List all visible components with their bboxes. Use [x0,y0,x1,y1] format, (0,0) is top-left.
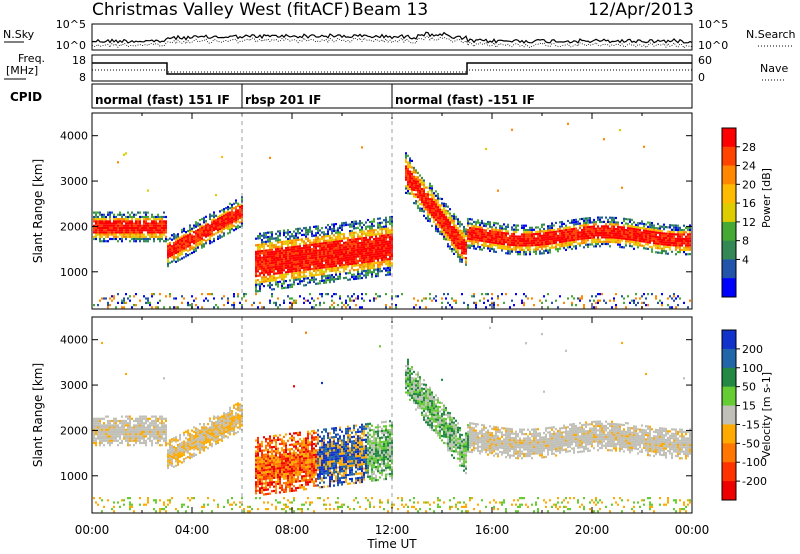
noise-frame [91,23,693,51]
freq-right-tick-low: 0 [698,71,705,84]
freq-panel: Freq. [MHz] 18 8 60 0 Nave [4,52,788,84]
colorbar-tick-label: 28 [742,141,756,154]
colorbar-swatch [722,221,736,242]
colorbar-tick-label: 200 [742,343,763,356]
velocity-data [93,326,691,513]
velocity-frame [91,316,693,514]
colorbar-tick-label: -200 [742,475,767,488]
freq-left-tick-high: 18 [72,54,86,67]
colorbar-swatch [722,462,736,482]
y-tick-label: 3000 [60,175,88,188]
colorbar-swatch [722,348,736,369]
y-tick-label: 4000 [60,334,88,347]
y-tick-label: 4000 [60,130,88,143]
freq-right-label: Nave [760,62,788,75]
colorbar-tick-label: -50 [742,437,760,450]
colorbar-swatch [722,386,736,407]
y-tick-label: 1000 [60,266,88,279]
noise-left-tick-high: 10^5 [56,18,86,31]
freq-frame [91,54,693,82]
velocity-colorbar-label: Velocity [m s-1] [760,372,773,458]
freq-line [92,62,692,75]
colorbar-swatch [722,184,736,204]
colorbar-swatch [722,443,736,463]
colorbar-tick-label: 4 [742,253,749,266]
x-tick-label: 04:00 [175,523,210,537]
noise-right-tick-low: 10^0 [698,39,728,52]
noise-right-tick-high: 10^5 [698,18,728,31]
colorbar-tick-label: 50 [742,381,756,394]
noise-left-tick-low: 10^0 [56,39,86,52]
colorbar-swatch [722,165,736,185]
noise-sky-line [91,31,693,44]
freq-right-tick-high: 60 [698,54,712,67]
colorbar-frame [721,127,737,298]
y-tick-label: 2000 [60,424,88,437]
x-tick-label: 08:00 [275,523,310,537]
power-ylabel: Slant Range [km] [31,159,45,263]
cpid-label: CPID [10,90,42,104]
station-title: Christmas Valley West (fitACF) [92,0,351,20]
colorbar-tick-label: 16 [742,197,756,210]
freq-left-label-1: Freq. [18,52,45,65]
cpid-segment-label: normal (fast) -151 IF [395,93,535,107]
colorbar-swatch [722,128,736,148]
colorbar-tick-label: 15 [742,400,756,413]
freq-left-tick-low: 8 [79,71,86,84]
colorbar-swatch [722,240,736,260]
power-colorbar-label: Power [dB] [760,168,773,228]
x-tick-label: 12:00 [375,523,410,537]
colorbar-swatch [722,203,736,223]
colorbar-tick-label: 20 [742,178,756,191]
colorbar-tick-label: -100 [742,456,767,469]
power-frame [91,112,693,310]
colorbar-swatch [722,330,736,350]
cpid-segment-label: normal (fast) 151 IF [95,93,230,107]
colorbar-swatch [722,146,736,167]
colorbar-swatch [722,481,736,501]
noise-left-label: N.Sky [3,28,35,41]
colorbar-swatch [722,367,736,388]
colorbar-swatch [722,259,736,279]
colorbar-swatch [722,405,736,425]
cpid-segment-label: rbsp 201 IF [245,93,321,107]
colorbar-tick-label: 24 [742,160,756,173]
freq-left-label-2: [MHz] [6,64,38,77]
x-axis-label: Time UT [366,537,417,551]
nave-line [92,69,692,73]
power-panel: 1000 2000 3000 4000 Slant Range [km] 28 24 20… [31,112,773,310]
velocity-panel: 1000 2000 3000 4000 Slant Range [km] 200 100… [31,316,773,551]
noise-right-label: N.Search [746,28,796,41]
velocity-ylabel: Slant Range [km] [31,363,45,467]
colorbar-tick-label: 100 [742,362,763,375]
noise-search-line [91,35,693,49]
x-tick-label: 00:00 [675,523,710,537]
colorbar-tick-label: -15 [742,418,760,431]
noise-panel: N.Sky 10^5 10^0 10^5 10^0 N.Search [3,18,796,52]
y-tick-label: 1000 [60,470,88,483]
x-tick-label: 00:00 [75,523,110,537]
date-label: 12/Apr/2013 [588,0,694,20]
y-tick-label: 3000 [60,379,88,392]
colorbar-frame [721,329,737,501]
power-data [93,122,691,309]
beam-label: Beam 13 [352,0,429,20]
colorbar-tick-label: 12 [742,216,756,229]
y-tick-label: 2000 [60,220,88,233]
colorbar-swatch [722,424,736,444]
x-tick-label: 20:00 [575,523,610,537]
x-tick-label: 16:00 [475,523,510,537]
colorbar-tick-label: 8 [742,235,749,248]
colorbar-swatch [722,278,736,298]
cpid-panel: CPID normal (fast) 151 IF rbsp 201 IF norm… [10,83,693,109]
